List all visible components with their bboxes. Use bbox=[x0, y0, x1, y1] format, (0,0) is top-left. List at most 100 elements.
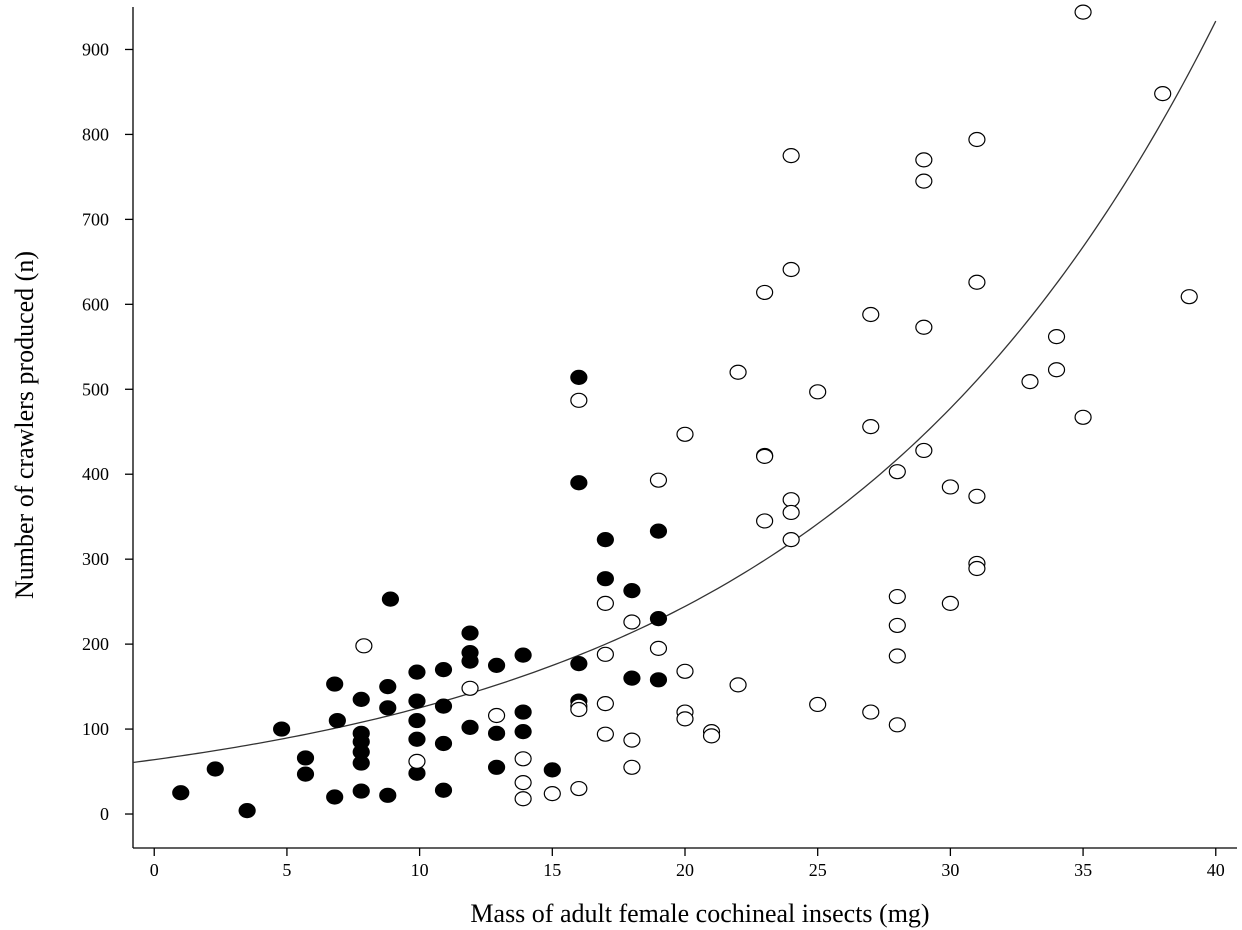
data-point-filled bbox=[436, 663, 452, 677]
data-point-open bbox=[650, 473, 666, 487]
data-point-open bbox=[757, 449, 773, 463]
data-point-open bbox=[889, 590, 905, 604]
data-point-open bbox=[730, 678, 746, 692]
data-point-open bbox=[489, 708, 505, 722]
data-point-filled bbox=[353, 756, 369, 770]
data-point-open bbox=[597, 727, 613, 741]
data-point-open bbox=[1022, 375, 1038, 389]
data-point-filled bbox=[329, 714, 345, 728]
data-point-open bbox=[916, 320, 932, 334]
data-point-filled bbox=[207, 762, 223, 776]
data-point-filled bbox=[327, 677, 343, 691]
x-tick-label: 40 bbox=[1207, 860, 1225, 880]
data-point-filled bbox=[650, 673, 666, 687]
data-point-filled bbox=[624, 671, 640, 685]
data-point-filled bbox=[409, 732, 425, 746]
data-point-filled bbox=[380, 788, 396, 802]
data-point-open bbox=[863, 308, 879, 322]
data-point-open bbox=[571, 782, 587, 796]
data-point-open bbox=[810, 385, 826, 399]
data-point-open bbox=[1155, 87, 1171, 101]
data-point-filled bbox=[298, 751, 314, 765]
data-point-filled bbox=[409, 694, 425, 708]
data-point-open bbox=[757, 285, 773, 299]
data-point-filled bbox=[650, 612, 666, 626]
y-tick-label: 200 bbox=[82, 634, 109, 654]
data-point-filled bbox=[650, 524, 666, 538]
data-point-filled bbox=[462, 720, 478, 734]
data-point-open bbox=[969, 275, 985, 289]
data-point-filled bbox=[353, 692, 369, 706]
data-point-open bbox=[783, 149, 799, 163]
data-point-filled bbox=[462, 654, 478, 668]
data-point-open bbox=[409, 754, 425, 768]
y-axis-title: Number of crawlers produced (n) bbox=[10, 251, 39, 599]
data-point-filled bbox=[489, 658, 505, 672]
data-point-open bbox=[624, 733, 640, 747]
data-point-filled bbox=[571, 370, 587, 384]
y-tick-label: 0 bbox=[100, 804, 109, 824]
data-point-open bbox=[1075, 410, 1091, 424]
y-tick-label: 900 bbox=[82, 39, 109, 59]
y-tick-label: 600 bbox=[82, 294, 109, 314]
data-point-open bbox=[783, 493, 799, 507]
data-point-filled bbox=[380, 680, 396, 694]
data-point-filled bbox=[239, 804, 255, 818]
data-point-filled bbox=[436, 783, 452, 797]
data-point-filled bbox=[173, 786, 189, 800]
data-point-open bbox=[677, 664, 693, 678]
y-tick-label: 500 bbox=[82, 379, 109, 399]
data-point-open bbox=[863, 420, 879, 434]
data-point-filled bbox=[327, 790, 343, 804]
data-point-filled bbox=[515, 725, 531, 739]
data-point-open bbox=[515, 776, 531, 790]
data-point-open bbox=[462, 681, 478, 695]
data-point-open bbox=[810, 697, 826, 711]
data-point-filled bbox=[409, 665, 425, 679]
data-point-filled bbox=[436, 737, 452, 751]
data-point-open bbox=[783, 262, 799, 276]
data-point-open bbox=[942, 480, 958, 494]
x-tick-label: 10 bbox=[411, 860, 429, 880]
y-tick-label: 700 bbox=[82, 209, 109, 229]
data-point-filled bbox=[515, 705, 531, 719]
data-point-open bbox=[544, 787, 560, 801]
points-layer bbox=[173, 5, 1197, 818]
data-point-open bbox=[597, 596, 613, 610]
data-point-open bbox=[515, 792, 531, 806]
data-point-open bbox=[677, 427, 693, 441]
data-point-filled bbox=[624, 584, 640, 598]
data-point-open bbox=[1075, 5, 1091, 19]
data-point-filled bbox=[462, 626, 478, 640]
data-point-open bbox=[571, 703, 587, 717]
fit-curve-layer bbox=[133, 21, 1216, 762]
data-point-open bbox=[969, 489, 985, 503]
y-tick-label: 100 bbox=[82, 719, 109, 739]
data-point-open bbox=[863, 705, 879, 719]
data-point-open bbox=[757, 514, 773, 528]
data-point-open bbox=[597, 697, 613, 711]
x-tick-label: 30 bbox=[941, 860, 959, 880]
fit-curve bbox=[133, 21, 1216, 762]
data-point-open bbox=[916, 443, 932, 457]
x-tick-label: 35 bbox=[1074, 860, 1092, 880]
data-point-filled bbox=[436, 699, 452, 713]
x-tick-label: 25 bbox=[809, 860, 827, 880]
data-point-filled bbox=[571, 476, 587, 490]
axes: 0 5 10 15 20 25 30 35 40010020030040050060070080… bbox=[82, 7, 1237, 880]
data-point-open bbox=[1181, 290, 1197, 304]
x-tick-label: 0 bbox=[150, 860, 159, 880]
data-point-open bbox=[650, 641, 666, 655]
data-point-open bbox=[1049, 363, 1065, 377]
data-point-open bbox=[597, 647, 613, 661]
data-point-filled bbox=[571, 657, 587, 671]
data-point-open bbox=[889, 718, 905, 732]
data-point-open bbox=[969, 133, 985, 147]
x-tick-label: 20 bbox=[676, 860, 694, 880]
data-point-open bbox=[889, 618, 905, 632]
data-point-open bbox=[730, 365, 746, 379]
data-point-open bbox=[916, 174, 932, 188]
data-point-open bbox=[889, 649, 905, 663]
